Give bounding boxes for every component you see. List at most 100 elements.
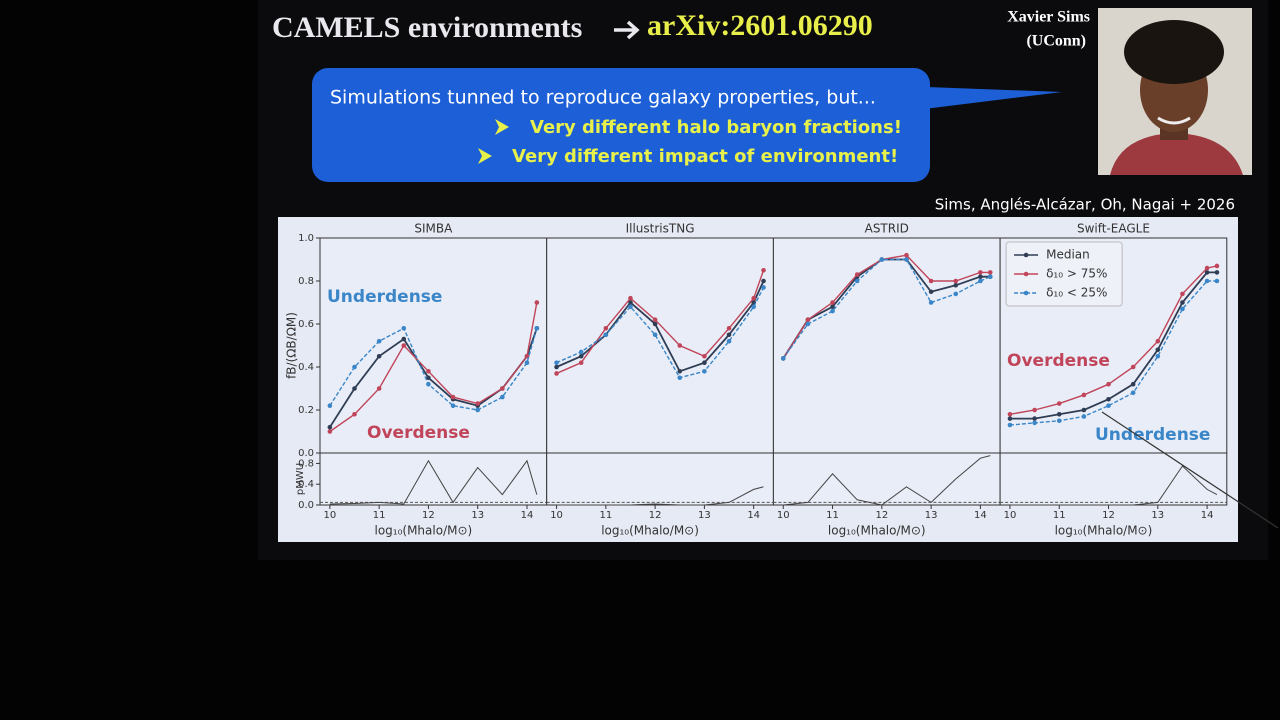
- series-point: [978, 270, 983, 275]
- series-point: [1155, 347, 1161, 353]
- series-point: [1204, 278, 1210, 284]
- series-point: [475, 407, 481, 413]
- x-tick-label: 10: [1004, 510, 1017, 521]
- series-point: [1180, 306, 1185, 312]
- smile: [1157, 116, 1191, 125]
- series-point: [376, 353, 382, 359]
- series-point: [401, 326, 407, 331]
- series-point: [830, 300, 835, 305]
- legend-dot: [1023, 290, 1029, 296]
- x-tick-label: 13: [471, 510, 484, 521]
- speaker-video: [1098, 8, 1252, 175]
- series-point: [426, 381, 431, 387]
- series-point: [426, 375, 431, 381]
- series-point: [534, 326, 540, 331]
- x-tick-label: 10: [550, 510, 563, 521]
- series-line: [782, 258, 991, 359]
- series-point: [677, 343, 683, 348]
- series-point: [603, 332, 609, 338]
- x-tick-label: 11: [826, 510, 839, 521]
- series-point: [928, 300, 934, 305]
- series-point: [1214, 270, 1220, 275]
- series-point: [352, 412, 357, 417]
- x-tick-label: 14: [521, 510, 534, 521]
- series-point: [426, 369, 431, 374]
- bullet-icon: [478, 148, 492, 164]
- series-point: [401, 336, 407, 342]
- series-point: [652, 317, 658, 323]
- p-tick-label: 0.8: [298, 458, 314, 469]
- speaker-name: Xavier Sims: [1007, 9, 1090, 26]
- series-point: [1081, 392, 1087, 398]
- x-tick-label: 12: [875, 510, 888, 521]
- bullet-icon: [495, 119, 509, 135]
- series-point: [987, 274, 993, 280]
- series-line: [782, 254, 991, 359]
- x-tick-label: 10: [323, 510, 336, 521]
- series-point: [1180, 291, 1185, 297]
- callout-pointer: [900, 86, 1062, 112]
- x-tick-label: 12: [1102, 510, 1115, 521]
- series-point: [1204, 270, 1210, 275]
- series-point: [352, 386, 357, 391]
- bullet: Very different impact of environment!: [512, 146, 898, 167]
- series-line: [556, 287, 765, 379]
- p-line: [1009, 465, 1218, 506]
- series-point: [1032, 416, 1037, 421]
- series-point: [928, 289, 934, 295]
- series-point: [953, 278, 959, 284]
- series-point: [879, 257, 885, 262]
- series-point: [628, 300, 633, 305]
- callout-text: Simulations tunned to reproduce galaxy p…: [330, 87, 876, 109]
- series-point: [978, 274, 983, 280]
- series-point: [1007, 416, 1013, 421]
- series-point: [500, 386, 505, 391]
- series-point: [953, 291, 959, 297]
- series-point: [761, 285, 766, 290]
- series-point: [1081, 414, 1087, 419]
- series-point: [554, 360, 559, 366]
- x-axis-label: log₁₀(Mhalo/M⊙): [1055, 524, 1153, 538]
- y-tick-label: 0.8: [298, 276, 314, 287]
- series-point: [702, 360, 707, 366]
- series-point: [1032, 420, 1037, 426]
- plot-frame: [546, 237, 774, 454]
- annotation: Underdense: [327, 287, 442, 307]
- series-line: [556, 270, 765, 375]
- series-point: [1130, 390, 1136, 396]
- x-tick-label: 11: [373, 510, 386, 521]
- panel-title: ASTRID: [865, 222, 909, 236]
- series-point: [376, 338, 382, 344]
- series-point: [761, 267, 766, 273]
- series-point: [376, 386, 382, 391]
- series-point: [1204, 265, 1210, 271]
- series-point: [1155, 353, 1161, 359]
- series-point: [628, 295, 633, 301]
- series-point: [1106, 396, 1111, 402]
- p-axis-label: pMWU: [295, 463, 306, 495]
- p-line: [556, 486, 764, 506]
- legend-box: [1005, 241, 1123, 307]
- series-point: [1056, 412, 1062, 417]
- p-line: [329, 459, 538, 505]
- series-point: [401, 343, 407, 348]
- p-tick-label: 0.0: [298, 500, 314, 511]
- series-point: [904, 252, 909, 258]
- series-point: [830, 308, 835, 314]
- series-line: [1009, 280, 1217, 426]
- series-point: [475, 401, 481, 406]
- series-point: [554, 371, 559, 376]
- series-point: [1214, 278, 1220, 284]
- series-point: [1130, 381, 1136, 387]
- series-point: [702, 353, 707, 359]
- legend-dot: [1023, 252, 1029, 258]
- series-point: [578, 349, 584, 355]
- p-frame: [999, 452, 1228, 506]
- series-point: [1106, 403, 1111, 409]
- series-point: [500, 394, 505, 400]
- p-frame: [546, 452, 774, 506]
- series-point: [953, 283, 959, 288]
- series-point: [578, 360, 584, 366]
- p-tick-label: 0.4: [298, 479, 314, 490]
- arxiv-link: arXiv:2601.06290: [647, 9, 873, 42]
